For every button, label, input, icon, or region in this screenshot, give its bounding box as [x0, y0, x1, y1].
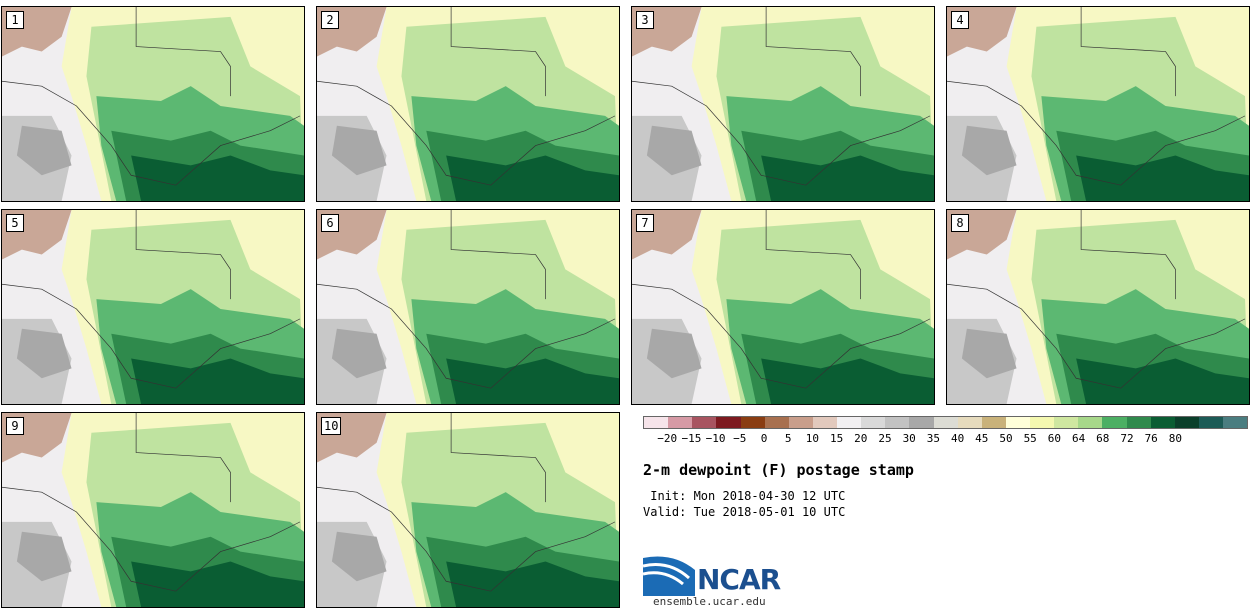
colorbar-swatch	[837, 417, 862, 428]
panel-number: 4	[951, 11, 969, 29]
map-panel: 8	[946, 209, 1250, 405]
panel-number: 1	[6, 11, 24, 29]
colorbar-tick-label: 80	[1168, 432, 1183, 445]
colorbar-swatch	[1078, 417, 1103, 428]
map-panel: 2	[316, 6, 620, 202]
colorbar-swatch	[1102, 417, 1127, 428]
colorbar-tick-label: 20	[854, 432, 868, 445]
colorbar-swatch	[788, 417, 813, 428]
map-panel: 10	[316, 412, 620, 608]
colorbar-tick-label: 45	[975, 432, 989, 445]
ncar-logo-icon	[643, 556, 695, 596]
colorbar-tick-label: −20	[657, 432, 678, 445]
colorbar-ticks: −20 −15 −10 −5 0 5 10 15 20 25 30 35 40 45 50 55 60 64 68 7…	[643, 432, 1248, 446]
site-url: ensemble.ucar.edu	[653, 595, 766, 608]
colorbar-swatch	[885, 417, 910, 428]
colorbar-swatch	[1150, 417, 1175, 428]
panel-number: 6	[321, 214, 339, 232]
colorbar-swatch	[740, 417, 765, 428]
colorbar-tick-label: 40	[950, 432, 965, 445]
map-panel: 4	[946, 6, 1250, 202]
colorbar-tick-label: −5	[733, 432, 747, 445]
colorbar-swatch	[644, 417, 669, 428]
panel-number: 10	[321, 417, 342, 435]
map-panel: 7	[631, 209, 935, 405]
colorbar-tick-label: 60	[1047, 432, 1062, 445]
chart-title: 2-m dewpoint (F) postage stamp	[643, 461, 914, 479]
colorbar-swatch	[1005, 417, 1030, 428]
panel-number: 8	[951, 214, 969, 232]
colorbar-swatch	[1030, 417, 1055, 428]
colorbar-tick-label: 76	[1144, 432, 1158, 445]
colorbar-tick-label: 55	[1023, 432, 1037, 445]
colorbar-swatch	[957, 417, 982, 428]
panel-number: 7	[636, 214, 654, 232]
panel-number: 3	[636, 11, 654, 29]
colorbar-swatch	[1198, 417, 1223, 428]
colorbar-tick-label: 10	[805, 432, 820, 445]
valid-time: Valid: Tue 2018-05-01 10 UTC	[643, 505, 846, 519]
panel-number: 5	[6, 214, 24, 232]
colorbar-tick-label: 25	[878, 432, 892, 445]
map-panel: 3	[631, 6, 935, 202]
colorbar-swatch	[716, 417, 741, 428]
colorbar-tick-label: 5	[784, 432, 792, 445]
colorbar-swatch	[692, 417, 717, 428]
panel-number: 9	[6, 417, 24, 435]
colorbar-tick-label: 35	[926, 432, 941, 445]
panel-number: 2	[321, 11, 339, 29]
colorbar-tick-label: 15	[829, 432, 844, 445]
colorbar-swatch	[1223, 417, 1248, 428]
colorbar-tick-label: 68	[1096, 432, 1110, 445]
colorbar-swatch	[668, 417, 693, 428]
colorbar-tick-label: −15	[681, 432, 702, 445]
map-panel: 5	[1, 209, 305, 405]
colorbar-swatch	[812, 417, 837, 428]
colorbar-swatch	[981, 417, 1006, 428]
colorbar-swatch	[909, 417, 934, 428]
colorbar-tick-label: 50	[999, 432, 1013, 445]
init-time: Init: Mon 2018-04-30 12 UTC	[643, 489, 846, 503]
colorbar-swatch	[861, 417, 886, 428]
map-panel: 9	[1, 412, 305, 608]
logo-text: NCAR	[697, 563, 781, 596]
colorbar-tick-label: 64	[1071, 432, 1086, 445]
colorbar-swatch	[1054, 417, 1079, 428]
map-panel: 6	[316, 209, 620, 405]
map-panel: 1	[1, 6, 305, 202]
colorbar-tick-label: 72	[1120, 432, 1134, 445]
colorbar-tick-label: −10	[705, 432, 726, 445]
colorbar-swatch	[933, 417, 958, 428]
colorbar-tick-label: 30	[902, 432, 916, 445]
colorbar	[643, 416, 1248, 429]
colorbar-swatch	[1174, 417, 1199, 428]
colorbar-tick-label: 0	[760, 432, 768, 445]
colorbar-swatch	[764, 417, 789, 428]
colorbar-swatch	[1126, 417, 1151, 428]
